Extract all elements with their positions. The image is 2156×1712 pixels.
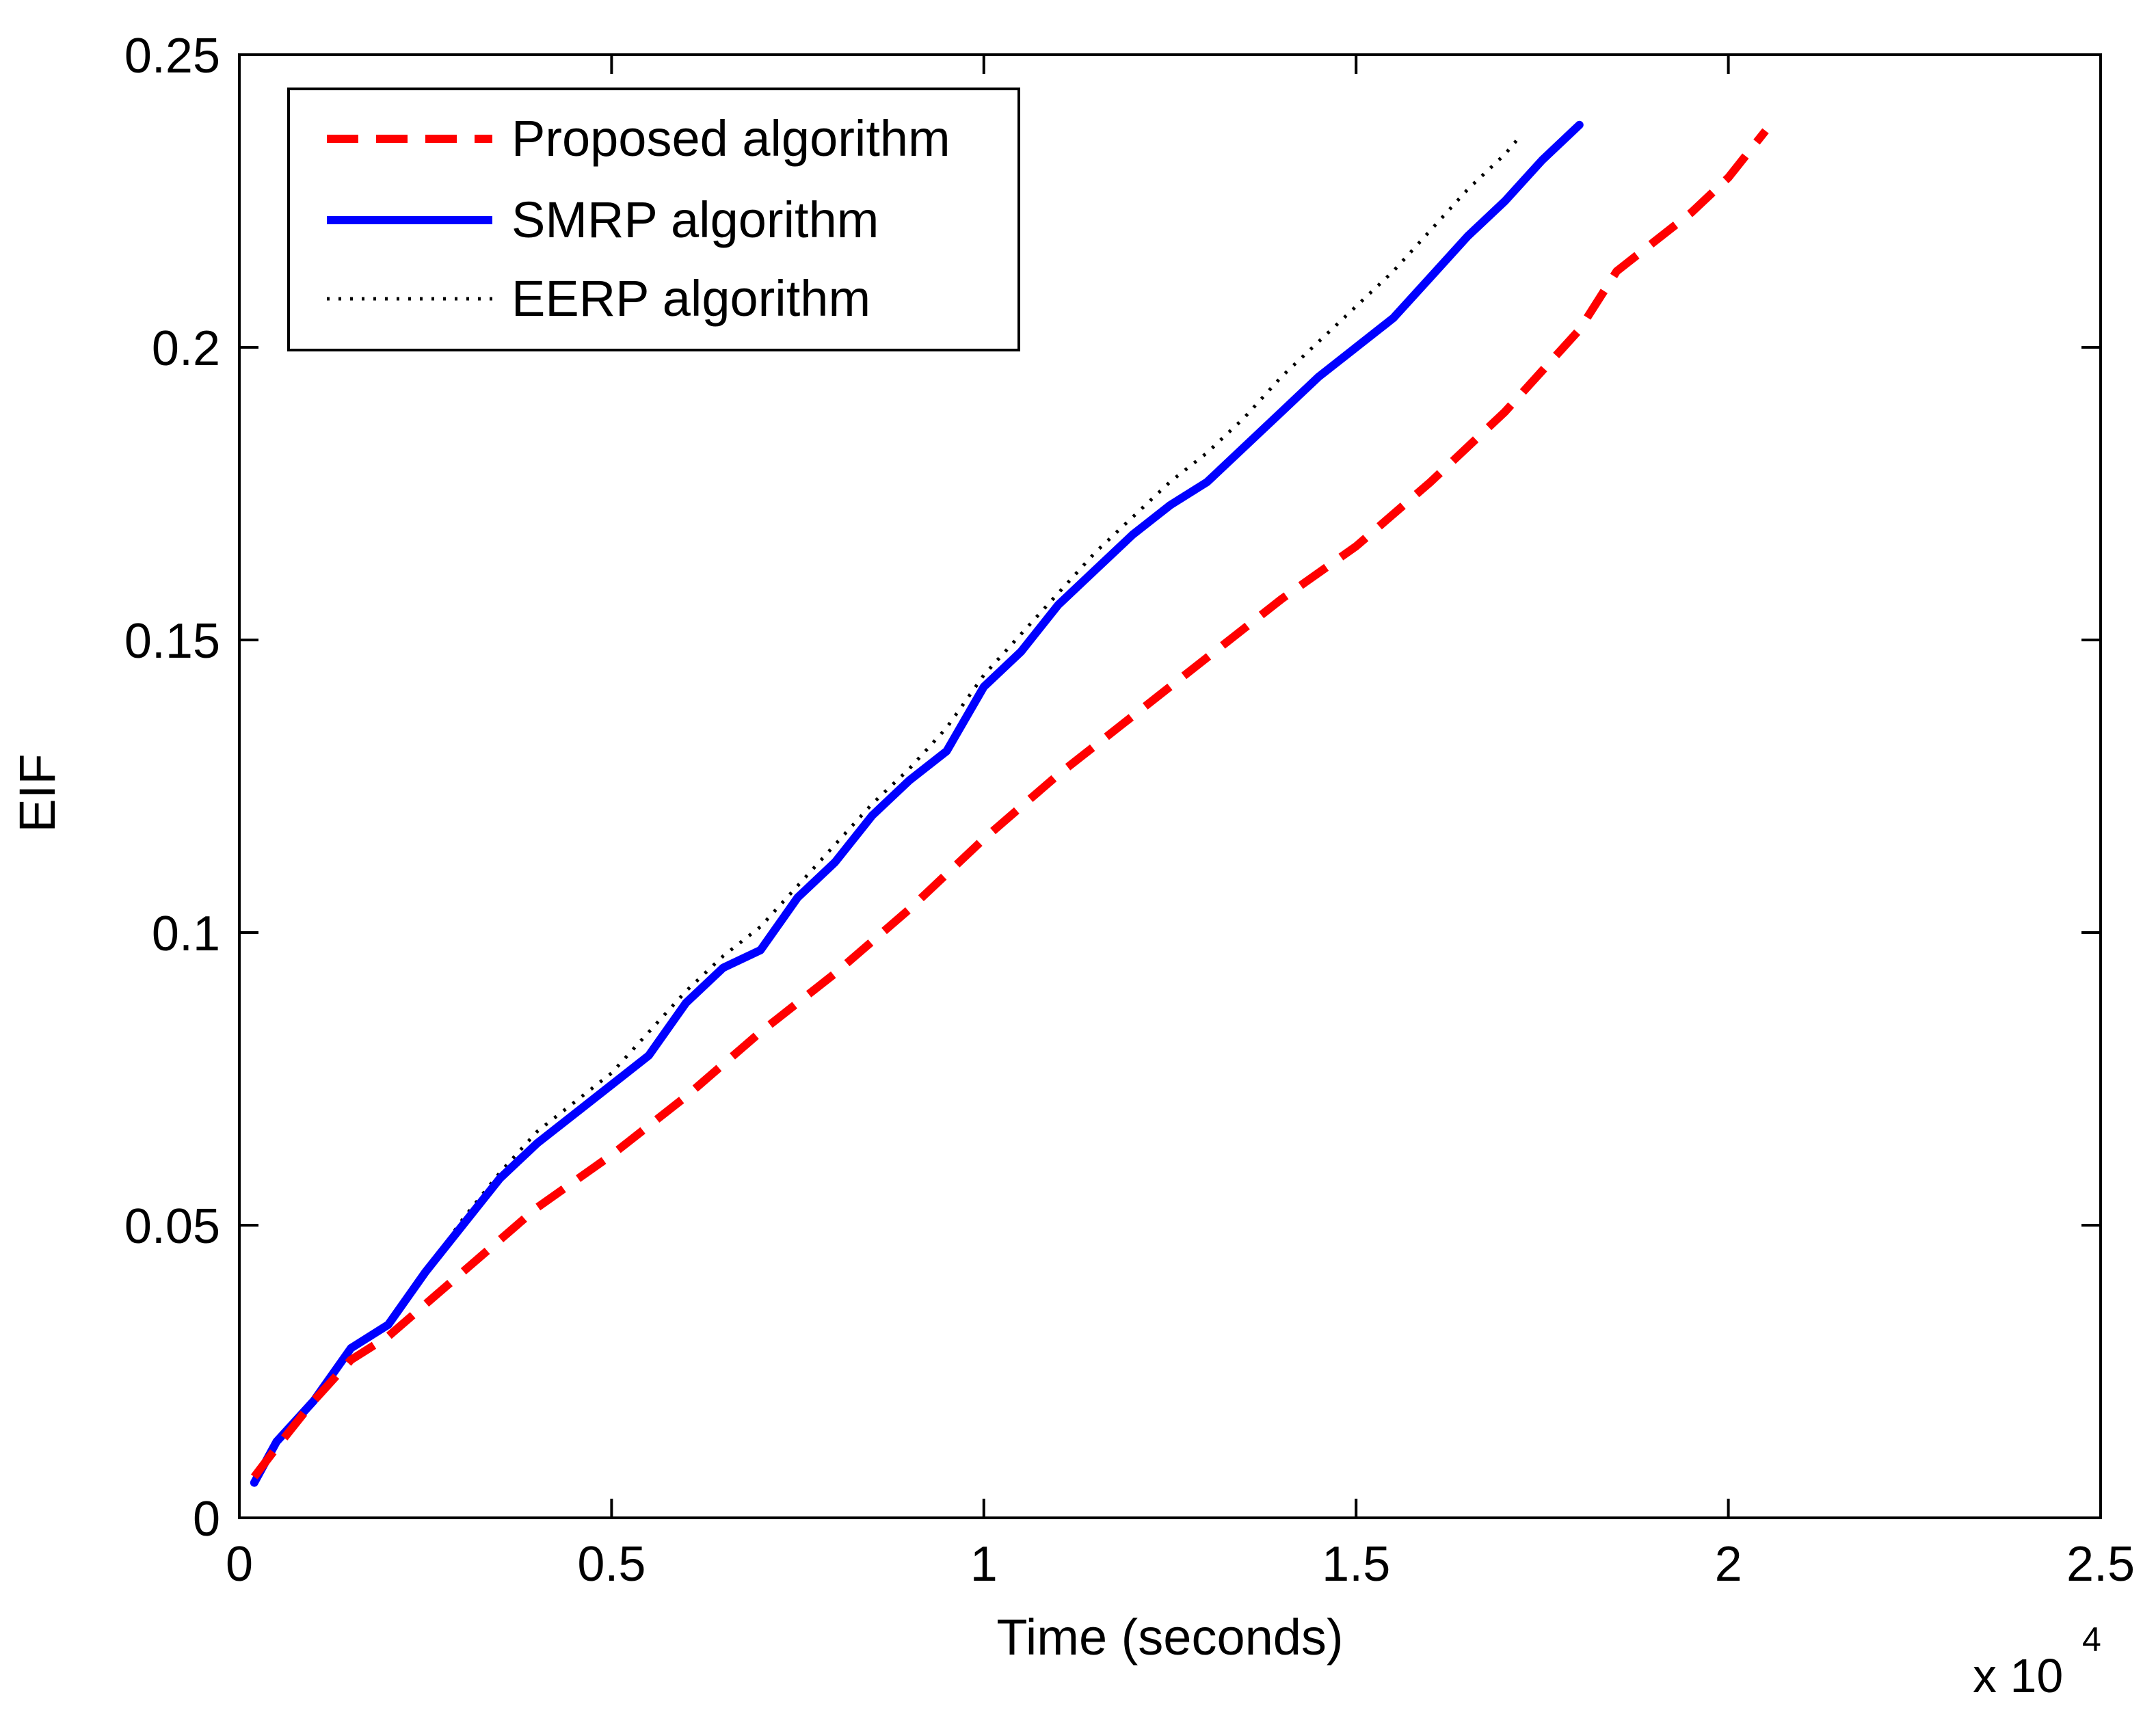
x-exponent-label: x 10	[1973, 1649, 2063, 1702]
y-axis-label: EIF	[9, 753, 66, 832]
legend-label-smrp: SMRP algorithm	[511, 191, 879, 248]
x-tick-label: 0	[226, 1537, 253, 1592]
x-tick-label: 1	[970, 1537, 998, 1592]
x-tick-label: 0.5	[577, 1537, 646, 1592]
tick-marks	[238, 53, 2102, 1519]
series-layer	[250, 120, 1769, 1487]
legend: Proposed algorithm SMRP algorithm EERP a…	[287, 88, 1020, 351]
y-tick-label: 0.2	[152, 321, 220, 376]
tick-labels: 0 0.5 1 1.5 2 2.5 0 0.05 0.1 0.15 0.2 0.25	[124, 29, 2135, 1592]
legend-label-eerp: EERP algorithm	[511, 270, 870, 327]
x-axis-label: Time (seconds)	[996, 1609, 1343, 1666]
legend-label-proposed: Proposed algorithm	[511, 110, 950, 167]
y-tick-label: 0.05	[124, 1199, 220, 1254]
x-exponent: x 10 4	[1973, 1620, 2101, 1702]
series-smrp-line	[250, 120, 1584, 1487]
x-tick-label: 2.5	[2066, 1537, 2135, 1592]
x-exponent-power: 4	[2082, 1620, 2101, 1659]
y-tick-label: 0.1	[152, 907, 220, 961]
x-tick-label: 1.5	[1322, 1537, 1390, 1592]
y-tick-label: 0.25	[124, 29, 220, 83]
y-tick-label: 0	[193, 1492, 220, 1547]
y-tick-label: 0.15	[124, 614, 220, 669]
series-proposed-line	[251, 128, 1769, 1480]
x-tick-label: 2	[1715, 1537, 1742, 1592]
